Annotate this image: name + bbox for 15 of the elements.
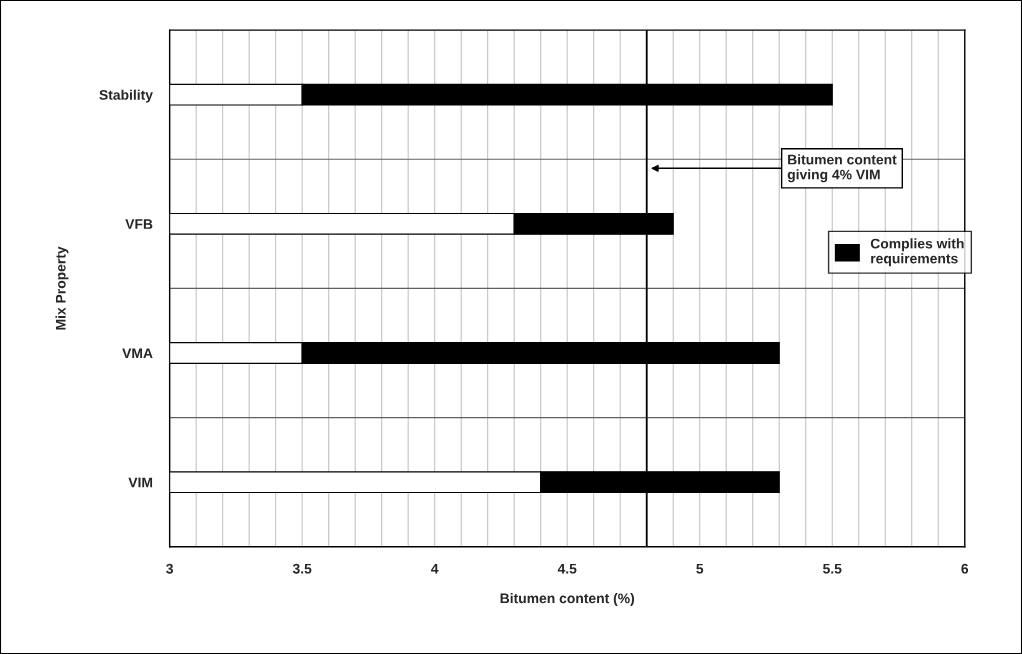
- y-axis-title: Mix Property: [55, 246, 69, 330]
- x-tick-label: 6: [961, 563, 969, 574]
- y-tick-label: VFB: [125, 219, 153, 229]
- y-tick-label: VMA: [122, 348, 153, 359]
- x-tick-label: 5: [696, 563, 704, 574]
- legend-label: Complies with requirements: [870, 238, 964, 267]
- x-tick-label: 4.5: [557, 563, 577, 574]
- y-tick-label: Stability: [99, 89, 153, 103]
- x-tick-label: 5.5: [823, 563, 842, 574]
- x-tick-label: 3.5: [292, 563, 312, 574]
- x-tick-label: 4: [431, 563, 439, 574]
- x-tick-label: 3: [166, 563, 174, 574]
- y-tick-label: VIM: [128, 477, 153, 488]
- ref-line-label: Bitumen content giving 4% VIM: [787, 154, 897, 183]
- x-axis-title: Bitumen content (%): [500, 593, 635, 606]
